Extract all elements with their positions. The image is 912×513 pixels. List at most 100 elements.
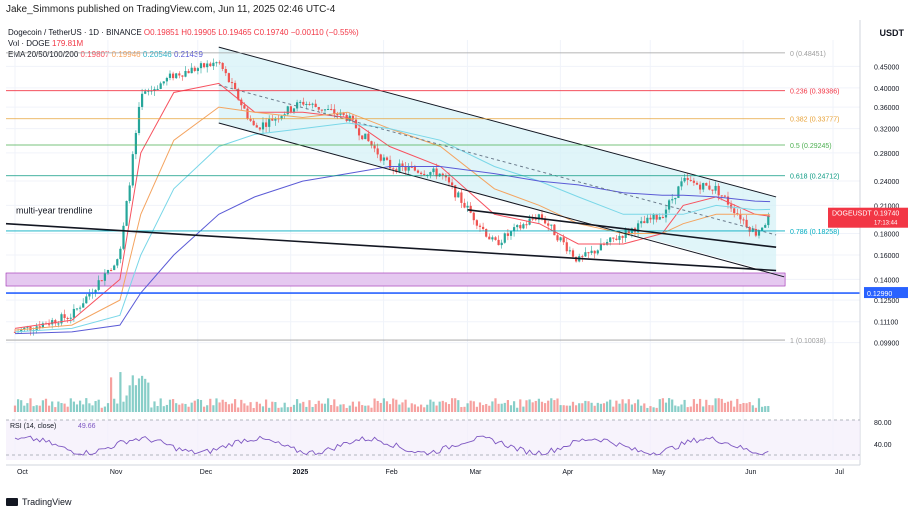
candle-body xyxy=(63,314,66,318)
chart-header: Jake_Simmons published on TradingView.co… xyxy=(0,0,912,38)
y-tick-label: 0.14000 xyxy=(874,277,899,284)
ema-label[interactable]: EMA 20/50/100/200 xyxy=(8,50,79,59)
volume-bar xyxy=(187,406,190,412)
volume-bar xyxy=(373,398,376,412)
candle-body xyxy=(103,273,106,281)
candle-body xyxy=(736,213,739,215)
candle-body xyxy=(612,237,615,239)
price-tag-value: 0.19740 xyxy=(874,211,899,218)
candle-body xyxy=(494,237,497,240)
candle-body xyxy=(364,133,367,140)
volume-label[interactable]: Vol · DOGE xyxy=(8,39,50,48)
candle-body xyxy=(398,163,401,173)
y-tick-label: 0.32000 xyxy=(874,127,899,134)
volume-bar xyxy=(289,406,292,412)
volume-bar xyxy=(286,407,289,412)
support-price-tag xyxy=(864,287,908,299)
candle-body xyxy=(227,73,230,83)
candle-body xyxy=(658,216,661,220)
candle-body xyxy=(506,233,509,236)
volume-bar xyxy=(605,401,609,412)
volume-bar xyxy=(764,406,767,412)
channel-lower-line xyxy=(218,122,785,278)
candle-body xyxy=(748,227,751,232)
candle-body xyxy=(646,217,649,224)
volume-bar xyxy=(547,400,550,412)
volume-bar xyxy=(78,400,82,412)
candle-body xyxy=(714,185,717,191)
volume-bar xyxy=(695,403,699,412)
volume-bar xyxy=(398,404,401,412)
volume-bar xyxy=(609,399,612,412)
volume-bar xyxy=(379,402,382,412)
volume-bar xyxy=(506,400,509,412)
volume-bar xyxy=(23,405,26,412)
x-tick-label: Jul xyxy=(835,469,844,476)
volume-bar xyxy=(469,400,472,412)
candle-body xyxy=(512,227,516,232)
candle-body xyxy=(106,270,110,274)
symbol-label[interactable]: Dogecoin / TetherUS · 1D · BINANCE xyxy=(8,28,142,37)
candle-body xyxy=(20,329,23,332)
candle-body xyxy=(370,141,373,146)
candle-body xyxy=(593,250,596,254)
support-zone xyxy=(5,272,786,287)
candle-body xyxy=(299,101,302,103)
candle-body xyxy=(100,280,103,282)
candle-body xyxy=(289,106,292,112)
y-tick-label: 0.21000 xyxy=(874,203,899,210)
volume-bar xyxy=(671,399,674,412)
volume-value: 179.81M xyxy=(52,39,84,48)
volume-bar xyxy=(233,399,237,412)
fib-level-label: 0 (0.48451) xyxy=(790,51,826,58)
candle-body xyxy=(116,259,119,266)
volume-bar xyxy=(131,375,134,412)
candle-body xyxy=(264,122,268,127)
tradingview-footer[interactable]: TradingView xyxy=(6,497,72,507)
multi-year-trendline xyxy=(5,222,777,272)
volume-bar xyxy=(593,405,596,412)
candle-body xyxy=(137,106,141,134)
volume-bar xyxy=(13,405,17,412)
candle-body xyxy=(497,239,500,246)
candle-body xyxy=(345,114,348,121)
candle-body xyxy=(193,67,196,71)
candle-body xyxy=(674,197,677,200)
volume-bar xyxy=(621,399,624,412)
candle-body xyxy=(562,237,565,243)
volume-bar xyxy=(590,402,593,412)
candle-body xyxy=(41,323,44,328)
candle-body xyxy=(410,166,413,168)
volume-bar xyxy=(323,403,327,412)
candle-body xyxy=(122,225,125,249)
candle-body xyxy=(584,252,587,257)
candle-body xyxy=(540,214,544,219)
candle-body xyxy=(258,127,261,130)
volume-bar xyxy=(454,398,457,412)
rsi-tick-label: 40.00 xyxy=(874,442,892,449)
volume-bar xyxy=(395,399,398,412)
volume-bar xyxy=(646,407,649,412)
candle-body xyxy=(342,112,345,115)
volume-bar xyxy=(82,404,85,412)
price-tag-countdown: 17:13:44 xyxy=(874,221,898,227)
volume-bar xyxy=(491,401,494,412)
volume-bar xyxy=(540,401,544,412)
volume-bar xyxy=(571,401,575,412)
candle-body xyxy=(537,214,540,220)
candle-body xyxy=(271,118,274,121)
candle-body xyxy=(438,173,441,177)
volume-bar xyxy=(357,401,361,412)
volume-bar xyxy=(401,402,404,412)
volume-bar xyxy=(509,405,513,412)
volume-bar xyxy=(553,400,556,412)
candle-body xyxy=(175,73,178,79)
candle-body xyxy=(224,69,227,74)
volume-bar xyxy=(754,407,757,412)
candle-body xyxy=(475,220,478,226)
candle-body xyxy=(627,229,630,234)
volume-bar xyxy=(578,403,581,412)
candle-body xyxy=(38,326,41,328)
fib-level-label: 0.5 (0.29245) xyxy=(790,143,832,150)
